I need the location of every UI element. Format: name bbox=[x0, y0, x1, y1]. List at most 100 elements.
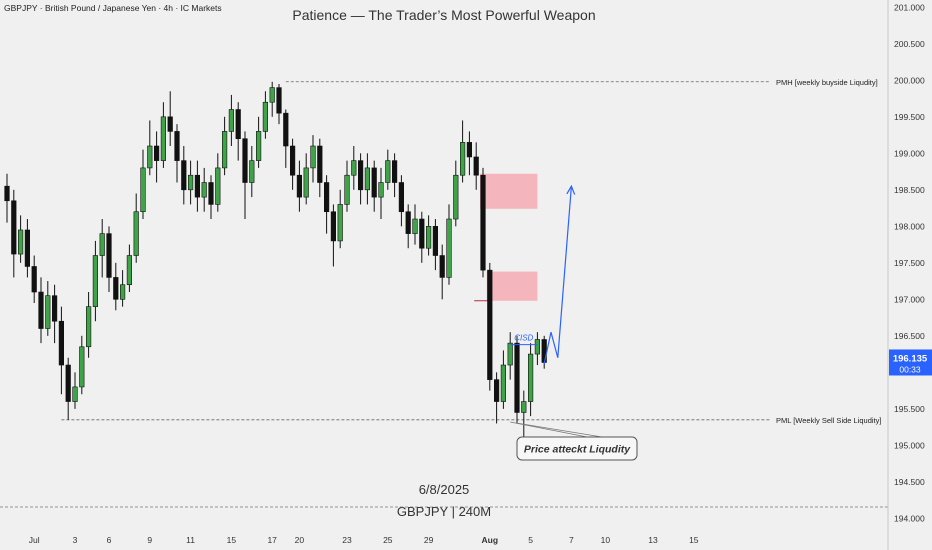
candle bbox=[65, 357, 71, 420]
candle bbox=[514, 335, 520, 424]
candle-body-up bbox=[507, 342, 513, 366]
candle bbox=[262, 91, 269, 139]
watermark-symbol-name: GBPJPY bbox=[397, 504, 452, 519]
candle-body-down bbox=[242, 138, 248, 183]
candle bbox=[303, 153, 309, 205]
x-tick-label: 9 bbox=[147, 535, 152, 545]
supply-zones bbox=[474, 173, 538, 302]
candle bbox=[289, 138, 296, 190]
candle bbox=[480, 167, 486, 278]
candle bbox=[194, 160, 201, 212]
watermark: 6/8/2025 GBPJPY | 240M bbox=[397, 482, 491, 519]
callout-box bbox=[516, 436, 638, 461]
candle-body-down bbox=[181, 160, 187, 191]
candle bbox=[432, 219, 439, 271]
candle bbox=[337, 189, 343, 249]
symbol-info: GBPJPY · British Pound / Japanese Yen · … bbox=[4, 3, 222, 13]
candle bbox=[357, 153, 364, 205]
candle-body-down bbox=[541, 339, 547, 363]
candles bbox=[4, 81, 547, 442]
watermark-interval: 240M bbox=[455, 504, 491, 519]
candle bbox=[317, 138, 323, 198]
y-tick-label: 199.000 bbox=[894, 148, 925, 158]
candle-body-up bbox=[385, 160, 391, 183]
y-axis: 194.000194.500195.000195.500196.000196.5… bbox=[887, 0, 932, 550]
candle-body-down bbox=[106, 233, 112, 278]
candle bbox=[160, 102, 167, 168]
current-price-bg bbox=[889, 349, 932, 376]
candle bbox=[11, 189, 17, 278]
projection-arrowhead bbox=[566, 184, 576, 195]
candle-body-down bbox=[405, 211, 411, 234]
cisd-label: CISD bbox=[514, 334, 533, 343]
candle-body-up bbox=[500, 364, 507, 402]
candle-body-up bbox=[303, 167, 309, 198]
candle-body-up bbox=[364, 167, 371, 191]
candle bbox=[398, 175, 405, 227]
candle-body-up bbox=[412, 218, 418, 234]
candle-body-up bbox=[45, 295, 51, 329]
candle-body-up bbox=[262, 101, 269, 132]
candle bbox=[154, 131, 160, 183]
candle-body-down bbox=[323, 182, 330, 213]
x-tick-label: 17 bbox=[267, 535, 277, 545]
candle-body-up bbox=[201, 182, 207, 198]
candle-body-up bbox=[459, 142, 466, 176]
x-tick-label: 6 bbox=[107, 535, 112, 545]
candle-body-down bbox=[235, 109, 241, 140]
candle-body-up bbox=[99, 233, 105, 256]
candle bbox=[58, 306, 64, 395]
y-tick-label: 200.500 bbox=[894, 39, 925, 49]
x-tick-label: 10 bbox=[601, 535, 611, 545]
level-label-pml: PML [Weekly Sell Side Liqudity] bbox=[776, 416, 881, 425]
x-axis: Jul 3 6 9 11 15 17 20 23 25 29 Aug 5 7 10 13 15 bbox=[0, 506, 888, 545]
candle bbox=[79, 335, 85, 395]
candle-body-up bbox=[228, 109, 235, 132]
candle bbox=[446, 204, 452, 285]
candle-body-down bbox=[466, 142, 473, 158]
candle bbox=[242, 131, 248, 220]
current-price-countdown: 00:33 bbox=[899, 364, 921, 374]
candle-body-down bbox=[51, 295, 58, 322]
candle-body-down bbox=[391, 160, 398, 183]
candle-body-down bbox=[38, 291, 44, 329]
candle bbox=[371, 160, 377, 212]
candle bbox=[276, 83, 282, 125]
candle bbox=[425, 215, 432, 256]
x-tick-label: 29 bbox=[424, 535, 434, 545]
candle bbox=[31, 255, 37, 303]
x-tick-label: 23 bbox=[342, 535, 352, 545]
candle-body-up bbox=[527, 353, 534, 402]
candle-body-down bbox=[58, 320, 64, 366]
candle-body-down bbox=[439, 255, 445, 278]
candle bbox=[500, 350, 507, 409]
candle-body-up bbox=[425, 226, 432, 249]
projection-path bbox=[543, 186, 572, 364]
candle-body-down bbox=[296, 174, 303, 198]
candle bbox=[527, 343, 534, 417]
candle-body-up bbox=[79, 346, 85, 388]
x-tick-label: Jul bbox=[29, 535, 40, 545]
candle bbox=[534, 332, 540, 366]
candle bbox=[38, 277, 44, 344]
candle bbox=[99, 219, 105, 278]
watermark-separator: | bbox=[452, 504, 455, 519]
candle bbox=[51, 284, 58, 344]
y-tick-label: 194.500 bbox=[894, 477, 925, 487]
candle-body-up bbox=[534, 339, 540, 355]
level-label-pmh: PMH [weekly buyside Liqudity] bbox=[776, 78, 878, 87]
candle bbox=[167, 91, 173, 147]
candle bbox=[120, 270, 126, 307]
candle bbox=[201, 167, 207, 212]
x-tick-label: Aug bbox=[482, 535, 499, 545]
candle-body-up bbox=[446, 218, 452, 278]
candle bbox=[92, 240, 98, 322]
candle bbox=[215, 153, 221, 212]
candle bbox=[459, 120, 466, 183]
candle bbox=[487, 262, 493, 391]
candle-body-down bbox=[167, 116, 173, 132]
candle bbox=[4, 173, 10, 223]
candle bbox=[405, 204, 411, 249]
candle-body-up bbox=[255, 131, 262, 161]
